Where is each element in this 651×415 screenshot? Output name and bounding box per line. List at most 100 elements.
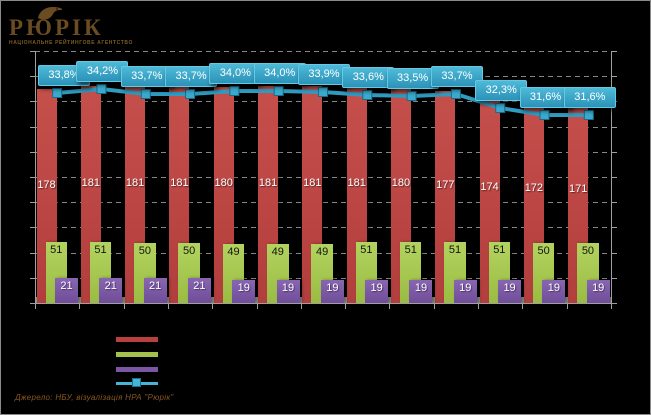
bar-value-label: 49: [227, 246, 240, 259]
gridline: [35, 177, 611, 178]
bar-value-label: 19: [326, 282, 339, 295]
y-tick-right: [611, 151, 617, 153]
y-tick-right: [611, 277, 617, 279]
y-tick-right: [611, 252, 617, 254]
eagle-icon: [38, 7, 63, 20]
bar-value-label: 50: [183, 245, 196, 257]
bar-value-label: 51: [493, 243, 506, 256]
bar-value-label: 172: [524, 182, 544, 195]
y-tick-left: [30, 202, 35, 204]
bar-purple-bars: 21: [99, 277, 123, 303]
bar-value-label: 181: [303, 176, 322, 189]
legend-bar-swatch: [116, 337, 158, 342]
bar-purple-bars: 19: [542, 280, 566, 303]
bar-value-label: 180: [214, 177, 233, 190]
x-tick: [478, 303, 480, 309]
legend-bar-swatch: [116, 367, 158, 372]
percent-callout: 31,6%: [519, 87, 572, 108]
bar-value-label: 51: [50, 243, 63, 256]
x-tick: [212, 303, 214, 309]
bar-purple-bars: 19: [320, 280, 344, 303]
bar-value-label: 19: [370, 282, 383, 295]
bar-value-label: 19: [237, 282, 250, 295]
bar-value-label: 21: [104, 279, 117, 292]
logo-title: РЮРІК: [9, 15, 104, 40]
percent-callout: 33,6%: [342, 67, 395, 88]
y-tick-right: [611, 76, 617, 78]
x-tick: [123, 303, 125, 309]
gridline: [35, 151, 611, 153]
percent-callout: 33,9%: [298, 64, 350, 85]
bar-value-label: 51: [404, 243, 417, 256]
x-tick: [79, 303, 81, 309]
bar-value-label: 50: [138, 245, 151, 257]
percent-callout: 31,6%: [563, 87, 616, 108]
y-axis-left: [35, 51, 36, 304]
bar-purple-bars: 19: [498, 280, 522, 303]
y-tick-right: [611, 177, 617, 178]
bar-value-label: 174: [480, 181, 499, 194]
percent-callout: 34,0%: [209, 63, 262, 84]
y-tick-right: [611, 202, 617, 204]
source-note: Джерело: НБУ, візуалізація НРА "Рюрік": [15, 393, 174, 402]
bar-value-label: 19: [459, 282, 472, 295]
bar-value-label: 19: [503, 282, 516, 295]
bar-value-label: 21: [60, 279, 73, 292]
y-tick-left: [30, 76, 35, 78]
legend: [116, 337, 158, 397]
y-tick-left: [30, 101, 35, 103]
x-tick: [522, 303, 524, 309]
gridline: [35, 202, 611, 204]
bar-purple-bars: 21: [55, 277, 78, 303]
legend-bar-swatch: [116, 352, 158, 357]
x-tick: [167, 303, 169, 309]
y-tick-left: [30, 303, 35, 304]
bar-value-label: 19: [547, 282, 560, 295]
bar-value-label: 19: [414, 282, 428, 295]
bar-purple-bars: 21: [187, 277, 211, 303]
bar-value-label: 181: [81, 176, 100, 189]
bar-value-label: 180: [391, 177, 411, 190]
y-tick-right: [611, 227, 617, 229]
bar-value-label: 181: [125, 176, 145, 189]
bar-purple-bars: 19: [276, 280, 300, 303]
percent-callout: 34,0%: [253, 63, 306, 84]
bar-purple-bars: 19: [453, 280, 477, 303]
y-tick-left: [30, 252, 35, 254]
bar-value-label: 50: [581, 245, 595, 257]
legend-line-swatch: [116, 378, 158, 387]
legend-line-marker: [132, 378, 141, 387]
x-tick: [35, 303, 36, 309]
y-tick-right: [611, 303, 617, 304]
y-tick-right: [611, 126, 617, 128]
bar-purple-bars: 21: [143, 277, 167, 303]
x-tick: [566, 303, 568, 309]
y-tick-left: [30, 177, 35, 178]
bar-purple-bars: 19: [365, 280, 389, 303]
x-tick: [433, 303, 435, 309]
bar-purple-bars: 19: [409, 280, 433, 303]
x-tick: [300, 303, 302, 309]
x-tick: [389, 303, 391, 309]
bar-value-label: 181: [170, 176, 189, 189]
percent-callout: 33,7%: [120, 66, 173, 87]
percent-callout: 34,2%: [76, 61, 129, 82]
bar-value-label: 51: [360, 243, 373, 256]
bar-value-label: 51: [448, 243, 462, 256]
percent-callout: 33,5%: [386, 68, 439, 89]
bar-value-label: 49: [271, 246, 284, 259]
y-tick-left: [30, 126, 35, 128]
x-tick: [611, 303, 612, 309]
bar-purple-bars: 19: [232, 280, 256, 303]
y-axis-right: [611, 51, 612, 304]
bar-value-label: 19: [592, 282, 605, 295]
y-tick-left: [30, 151, 35, 153]
bar-value-label: 181: [347, 176, 366, 189]
legend-item-2: [116, 367, 158, 372]
bar-value-label: 178: [37, 178, 56, 191]
x-tick: [256, 303, 258, 309]
bar-value-label: 50: [537, 245, 550, 257]
rurik-logo: РЮРІК НАЦІОНАЛЬНЕ РЕЙТИНГОВЕ АГЕНТСТВО: [9, 4, 139, 46]
